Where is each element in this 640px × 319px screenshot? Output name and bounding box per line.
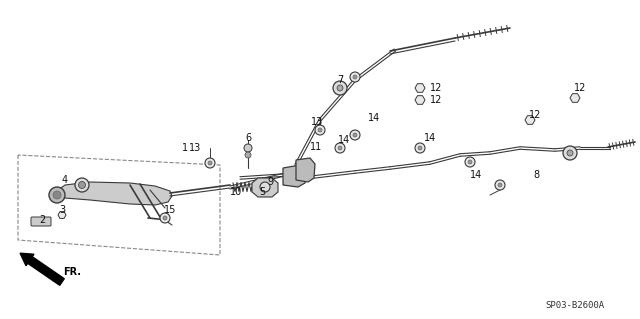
Circle shape	[208, 161, 212, 165]
Circle shape	[338, 146, 342, 150]
FancyArrow shape	[20, 253, 64, 285]
Circle shape	[318, 128, 322, 132]
Circle shape	[245, 152, 251, 158]
Text: SP03-B2600A: SP03-B2600A	[545, 300, 605, 309]
Text: 5: 5	[259, 187, 265, 197]
Circle shape	[465, 157, 475, 167]
Circle shape	[495, 180, 505, 190]
Circle shape	[79, 182, 86, 189]
Circle shape	[337, 85, 343, 91]
Polygon shape	[252, 178, 278, 197]
Circle shape	[468, 160, 472, 164]
Text: 7: 7	[337, 75, 343, 85]
Text: 6: 6	[245, 133, 251, 143]
Text: 12: 12	[529, 110, 541, 120]
Circle shape	[498, 183, 502, 187]
Circle shape	[49, 187, 65, 203]
Circle shape	[315, 125, 325, 135]
Circle shape	[335, 143, 345, 153]
Text: 14: 14	[368, 113, 380, 123]
Text: 3: 3	[59, 205, 65, 215]
Circle shape	[350, 72, 360, 82]
Polygon shape	[570, 94, 580, 102]
Text: 14: 14	[424, 133, 436, 143]
Circle shape	[353, 75, 357, 79]
Text: 4: 4	[62, 175, 68, 185]
Text: 14: 14	[470, 170, 482, 180]
Text: 15: 15	[164, 205, 176, 215]
Circle shape	[563, 146, 577, 160]
Polygon shape	[296, 158, 315, 182]
FancyBboxPatch shape	[31, 217, 51, 226]
Text: FR.: FR.	[63, 267, 81, 277]
Polygon shape	[58, 211, 66, 219]
Text: 12: 12	[430, 83, 442, 93]
Text: 8: 8	[533, 170, 539, 180]
Text: 12: 12	[574, 83, 586, 93]
Circle shape	[415, 143, 425, 153]
Text: 2: 2	[39, 215, 45, 225]
Polygon shape	[525, 116, 535, 124]
Text: 11: 11	[310, 142, 322, 152]
Circle shape	[260, 182, 270, 192]
Circle shape	[53, 191, 61, 199]
Text: 14: 14	[338, 135, 350, 145]
Circle shape	[418, 146, 422, 150]
Circle shape	[333, 81, 347, 95]
Circle shape	[353, 133, 357, 137]
Text: 10: 10	[230, 187, 242, 197]
Circle shape	[160, 213, 170, 223]
Polygon shape	[55, 182, 172, 205]
Circle shape	[163, 216, 167, 220]
Circle shape	[244, 144, 252, 152]
Text: 13: 13	[311, 117, 323, 127]
Text: 13: 13	[189, 143, 201, 153]
Text: 12: 12	[430, 95, 442, 105]
Polygon shape	[415, 96, 425, 104]
Circle shape	[567, 150, 573, 156]
Circle shape	[75, 178, 89, 192]
Circle shape	[350, 130, 360, 140]
Polygon shape	[415, 84, 425, 92]
Circle shape	[205, 158, 215, 168]
Text: 9: 9	[267, 177, 273, 187]
Text: 1: 1	[182, 143, 188, 153]
Polygon shape	[283, 165, 306, 187]
